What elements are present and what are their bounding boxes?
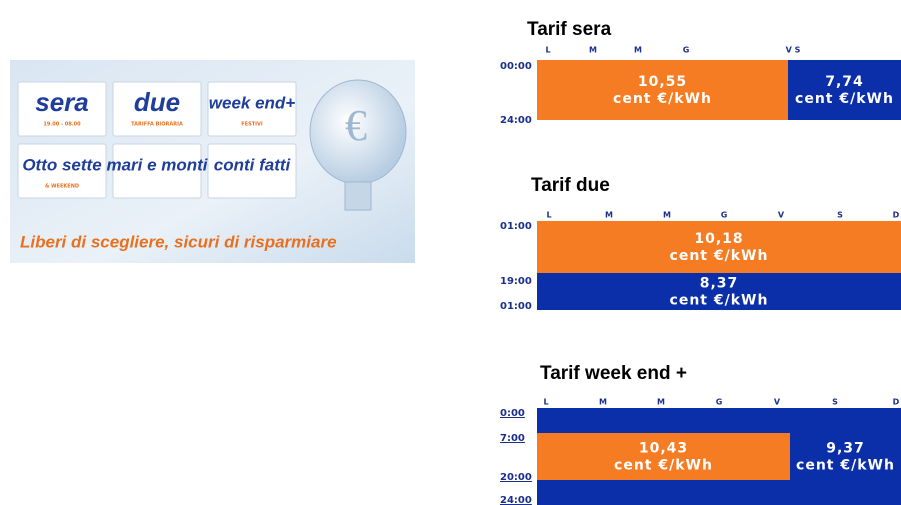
tariff-block bbox=[788, 60, 901, 120]
tariff-block bbox=[537, 60, 788, 120]
time-label: 19:00 bbox=[500, 276, 532, 287]
euro-icon: € bbox=[345, 101, 367, 150]
price: 10,43 bbox=[639, 441, 688, 457]
day-label: D bbox=[893, 211, 900, 220]
time-label: 24:00 bbox=[500, 495, 532, 505]
tariff-block bbox=[537, 221, 901, 273]
day-label: G bbox=[721, 211, 728, 220]
tile-label: sera bbox=[35, 87, 89, 117]
tile-label: Otto sette bbox=[22, 155, 101, 174]
day-label: L bbox=[543, 398, 548, 407]
unit: cent €/kWh bbox=[670, 293, 769, 309]
day-label: M bbox=[599, 398, 607, 407]
day-label: L bbox=[546, 211, 551, 220]
day-label: V bbox=[774, 398, 781, 407]
price: 10,18 bbox=[694, 231, 743, 247]
price: 9,37 bbox=[826, 441, 865, 457]
day-label: G bbox=[683, 46, 690, 55]
day-label: M bbox=[663, 211, 671, 220]
time-label: 20:00 bbox=[500, 472, 532, 483]
unit: cent €/kWh bbox=[795, 91, 894, 107]
tile-label: due bbox=[134, 87, 180, 117]
tile-sub: FESTIVI bbox=[241, 122, 263, 128]
time-label: 00:00 bbox=[500, 61, 532, 72]
page: € sera 19.00 - 08.00 due TARIFFA BIORARIA we… bbox=[0, 0, 901, 505]
day-label: M bbox=[634, 46, 642, 55]
time-label: 0:00 bbox=[500, 408, 525, 419]
tile-label: week end+ bbox=[209, 93, 296, 112]
slogan: Liberi di scegliere, sicuri di risparmia… bbox=[20, 232, 337, 251]
price: 10,55 bbox=[638, 74, 687, 90]
panel-title: Tarif sera bbox=[527, 19, 612, 40]
unit: cent €/kWh bbox=[670, 248, 769, 264]
day-label: V bbox=[778, 211, 785, 220]
day-label: V S bbox=[786, 46, 801, 55]
time-label: 01:00 bbox=[500, 301, 532, 312]
panel-title: Tarif week end + bbox=[540, 363, 687, 384]
unit: cent €/kWh bbox=[796, 458, 895, 474]
tile-label: mari e monti bbox=[106, 155, 208, 174]
time-label: 01:00 bbox=[500, 221, 532, 232]
day-label: S bbox=[837, 211, 843, 220]
price: 7,74 bbox=[825, 74, 864, 90]
tile-sub: & WEEKEND bbox=[45, 184, 79, 190]
day-label: S bbox=[832, 398, 838, 407]
panel-title: Tarif due bbox=[531, 175, 610, 196]
unit: cent €/kWh bbox=[614, 458, 713, 474]
tile-label: conti fatti bbox=[214, 155, 292, 174]
day-label: G bbox=[716, 398, 723, 407]
day-label: M bbox=[589, 46, 597, 55]
day-label: L bbox=[545, 46, 550, 55]
tile-sub: 19.00 - 08.00 bbox=[43, 122, 81, 128]
day-label: M bbox=[657, 398, 665, 407]
unit: cent €/kWh bbox=[613, 91, 712, 107]
tile-sub: TARIFFA BIORARIA bbox=[131, 122, 183, 128]
price: 8,37 bbox=[700, 276, 739, 292]
time-label: 7:00 bbox=[500, 433, 525, 444]
bulb-base bbox=[345, 182, 371, 210]
day-label: M bbox=[605, 211, 613, 220]
day-label: D bbox=[893, 398, 900, 407]
time-label: 24:00 bbox=[500, 115, 532, 126]
